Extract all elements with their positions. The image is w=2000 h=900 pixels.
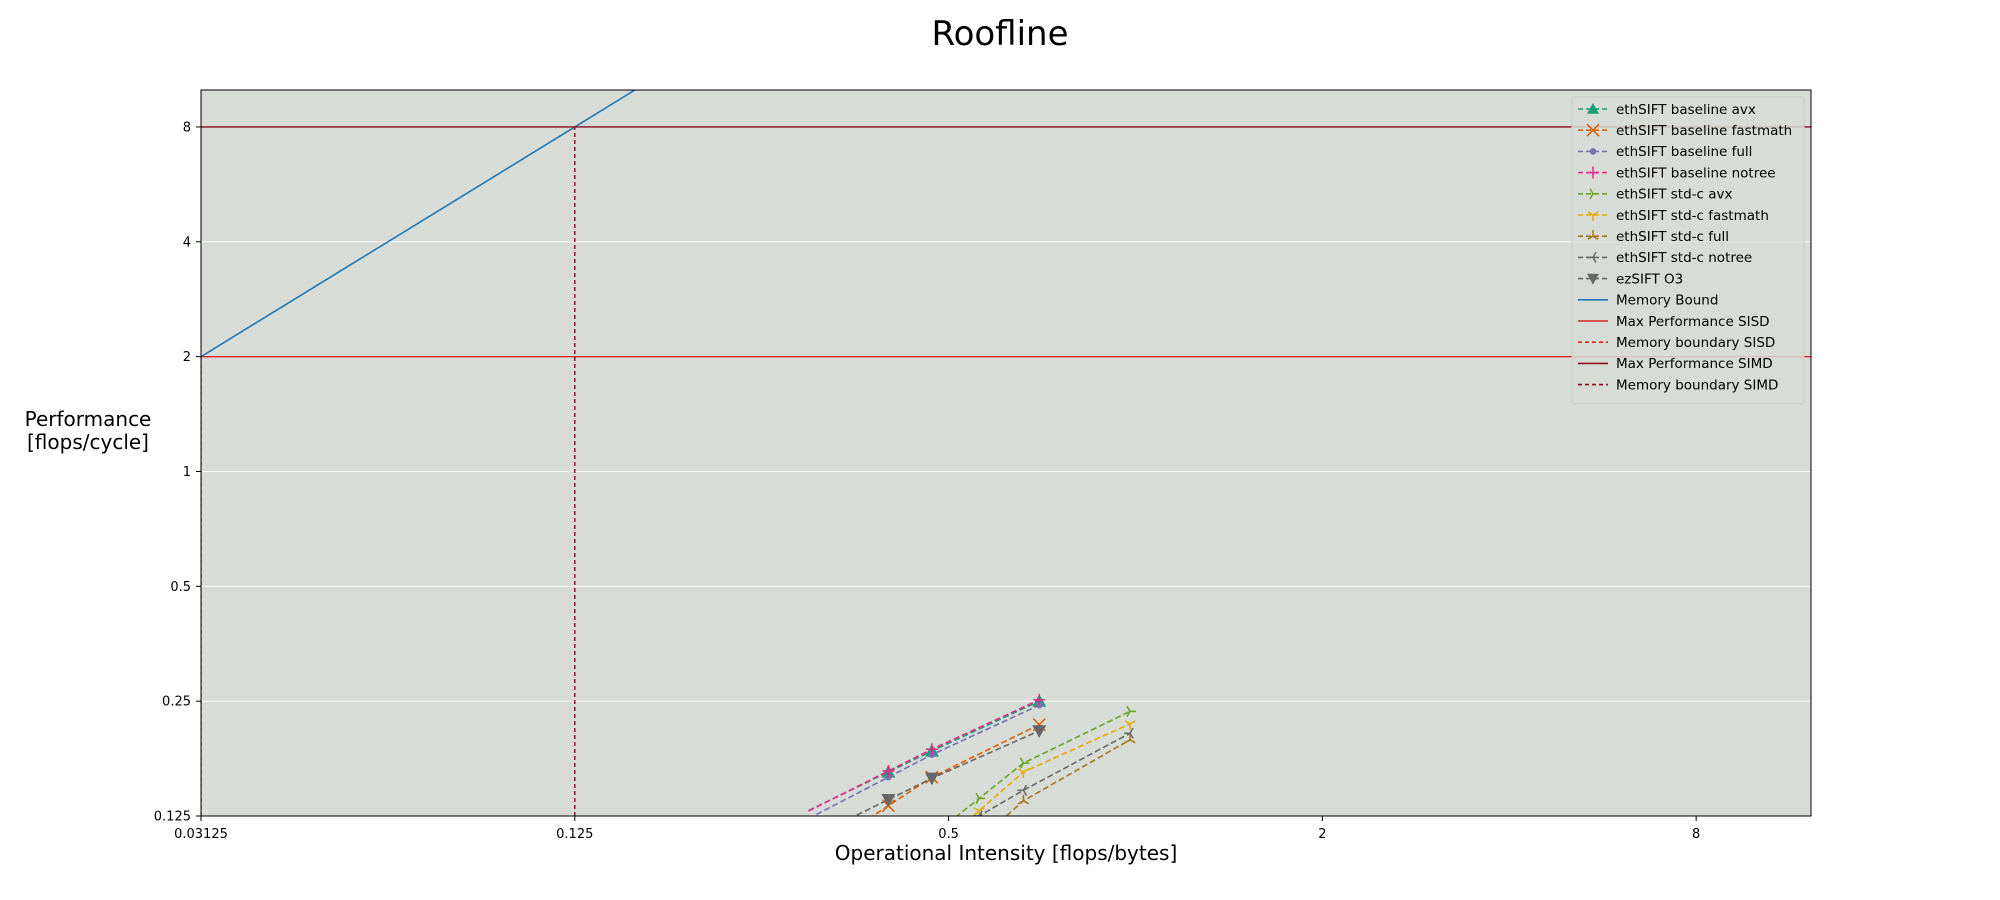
- legend-label: ethSIFT std-c full: [1616, 229, 1729, 245]
- data-point: [881, 794, 896, 807]
- legend-label: ethSIFT baseline avx: [1616, 102, 1756, 118]
- legend-marker: [1587, 251, 1597, 263]
- legend-label: Memory Bound: [1616, 293, 1718, 309]
- legend-marker: [1589, 148, 1597, 155]
- legend: ethSIFT baseline avx ethSIFT baseline fas…: [1571, 96, 1805, 405]
- plot-background: [201, 90, 1811, 816]
- x-tick-label: 0.5: [938, 827, 959, 842]
- series-ethsift-baseline-notree: [808, 693, 1046, 812]
- x-tick-label: 0.125: [556, 827, 593, 842]
- legend-label: ethSIFT std-c notree: [1616, 250, 1752, 266]
- series-line: [1005, 739, 1131, 816]
- series-ethsift-std-c-fastmath: [971, 720, 1136, 816]
- legend-entry: ethSIFT std-c fastmath: [1578, 208, 1769, 224]
- legend-label: Max Performance SIMD: [1616, 356, 1773, 372]
- data-point: [1032, 725, 1047, 738]
- x-tick-label: 8: [1692, 827, 1700, 842]
- data-point: [1017, 768, 1029, 779]
- legend-label: ezSIFT O3: [1616, 271, 1683, 287]
- y-tick-label: 0.25: [162, 695, 191, 710]
- legend-entry: ezSIFT O3: [1578, 271, 1683, 287]
- legend-entry: ethSIFT std-c full: [1578, 229, 1729, 245]
- legend-marker: [1587, 166, 1599, 179]
- y-tick-label: 2: [183, 350, 191, 365]
- memory-bound-line: [201, 90, 636, 358]
- data-point: [924, 772, 939, 786]
- data-point: [1017, 784, 1028, 796]
- series-line: [808, 700, 1040, 812]
- legend-label: ethSIFT std-c fastmath: [1616, 208, 1769, 224]
- x-tick-label: 0.03125: [174, 827, 228, 842]
- legend-label: ethSIFT std-c avx: [1616, 187, 1733, 203]
- data-point: [1033, 693, 1046, 706]
- data-point: [1124, 727, 1134, 739]
- legend-label: ethSIFT baseline full: [1616, 144, 1752, 160]
- data-series: [808, 693, 1137, 816]
- series-line: [971, 723, 1131, 816]
- legend-entry: Memory boundary SIMD: [1578, 377, 1778, 393]
- axis-ticks: 0.125 0.25 0.5 1 2 4 8 0.03125 0.125 0.5 2 8: [154, 120, 1700, 842]
- legend-label: ethSIFT baseline notree: [1616, 165, 1776, 181]
- legend-label: ethSIFT baseline fastmath: [1616, 123, 1792, 139]
- series-ethsift-std-c-full: [1005, 733, 1136, 816]
- data-point: [973, 810, 983, 816]
- data-point: [1017, 794, 1029, 805]
- series-ethsift-std-c-notree: [973, 727, 1134, 816]
- y-tick-label: 0.125: [154, 810, 191, 825]
- legend-label: Memory boundary SIMD: [1616, 377, 1778, 393]
- series-line: [853, 730, 1040, 816]
- series-ezsift-o3: [853, 725, 1047, 816]
- y-tick-label: 1: [183, 465, 191, 480]
- data-point: [882, 765, 895, 778]
- plot-frame: [200, 89, 1812, 817]
- data-point: [1124, 720, 1136, 730]
- legend-marker: [1589, 188, 1599, 200]
- legend-entry: Memory boundary SISD: [1578, 335, 1775, 351]
- y-tick-label: 4: [183, 235, 191, 250]
- y-tick-label: 0.5: [170, 580, 191, 595]
- y-axis-label-line-2: [flops/cycle]: [27, 430, 149, 454]
- series-line: [808, 699, 1040, 812]
- data-point: [1019, 757, 1030, 769]
- legend-entry: ethSIFT baseline notree: [1578, 165, 1776, 181]
- x-axis-label: Operational Intensity [flops/bytes]: [835, 841, 1178, 865]
- legend-marker: [1587, 103, 1599, 114]
- legend-marker: [1586, 123, 1600, 137]
- x-tick-label: 2: [1318, 827, 1326, 842]
- legend-label: Max Performance SISD: [1616, 314, 1770, 330]
- y-tick-label: 8: [183, 120, 191, 135]
- y-axis-label-line-1: Performance: [25, 407, 152, 431]
- legend-box: [1571, 96, 1805, 405]
- legend-entry: ethSIFT baseline full: [1578, 144, 1752, 160]
- legend-entry: ethSIFT std-c notree: [1578, 250, 1752, 266]
- series-ethsift-std-c-avx: [955, 705, 1137, 816]
- legend-entry: Max Performance SIMD: [1578, 356, 1773, 372]
- legend-entry: Max Performance SISD: [1578, 314, 1770, 330]
- data-point: [1126, 705, 1137, 717]
- legend-entry: ethSIFT std-c avx: [1578, 187, 1733, 203]
- data-point: [925, 743, 938, 756]
- series-line: [871, 723, 1040, 816]
- series-line: [977, 732, 1131, 816]
- series-line: [811, 704, 1040, 816]
- series-line: [955, 710, 1131, 816]
- data-point: [975, 792, 986, 804]
- legend-label: Memory boundary SISD: [1616, 335, 1775, 351]
- legend-marker: [1587, 273, 1599, 285]
- legend-entry: Memory Bound: [1578, 293, 1718, 309]
- data-point: [885, 773, 892, 781]
- legend-marker: [1587, 211, 1599, 221]
- chart-title: Roofline: [931, 14, 1068, 54]
- legend-entry: ethSIFT baseline fastmath: [1578, 123, 1792, 139]
- roofline-lines: [201, 90, 1811, 816]
- data-point: [1124, 733, 1136, 744]
- series-ethsift-baseline-full: [811, 701, 1043, 816]
- legend-marker: [1587, 230, 1599, 240]
- legend-entry: ethSIFT baseline avx: [1578, 102, 1756, 118]
